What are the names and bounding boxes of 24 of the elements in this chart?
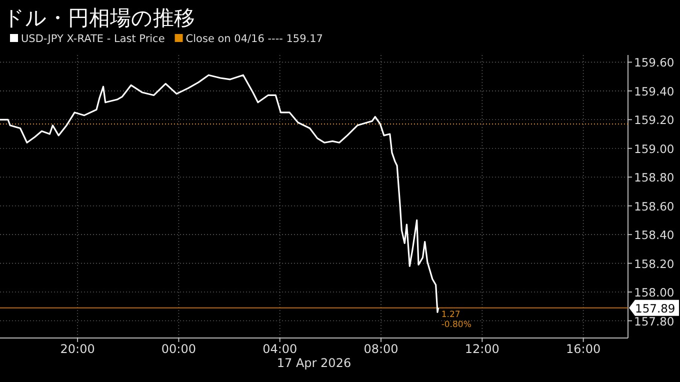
y-tick-label: 159.60 bbox=[634, 56, 674, 70]
y-tick-label: 158.40 bbox=[634, 228, 674, 242]
y-tick-label: 159.00 bbox=[634, 142, 674, 156]
x-tick-label: 12:00 bbox=[464, 342, 500, 356]
x-tick-label: 00:00 bbox=[161, 342, 196, 356]
annotation: 1.27 bbox=[441, 310, 460, 320]
legend-label: Close on 04/16 ---- 159.17 bbox=[186, 33, 323, 45]
ref-line-label: 157.89 bbox=[635, 301, 676, 316]
x-tick-label: 16:00 bbox=[566, 342, 601, 356]
y-tick-label: 158.00 bbox=[634, 286, 674, 300]
y-tick-label: 157.80 bbox=[634, 314, 674, 328]
x-tick-label: 04:00 bbox=[262, 342, 298, 356]
x-tick-label: 08:00 bbox=[364, 342, 398, 356]
x-axis-title: 17 Apr 2026 bbox=[276, 356, 352, 370]
chart-title: ドル・円相場の推移 bbox=[3, 6, 195, 30]
legend-label: USD-JPY X-RATE - Last Price bbox=[21, 33, 165, 45]
y-tick-label: 158.80 bbox=[634, 170, 674, 185]
annotation: -0.80% bbox=[441, 320, 472, 330]
y-tick-label: 159.40 bbox=[634, 84, 674, 98]
x-tick-label: 20:00 bbox=[60, 342, 95, 356]
y-tick-label: 159.20 bbox=[634, 113, 674, 128]
y-tick-label: 158.20 bbox=[634, 256, 674, 271]
line-series bbox=[0, 74, 440, 313]
y-tick-label: 158.60 bbox=[634, 199, 674, 214]
